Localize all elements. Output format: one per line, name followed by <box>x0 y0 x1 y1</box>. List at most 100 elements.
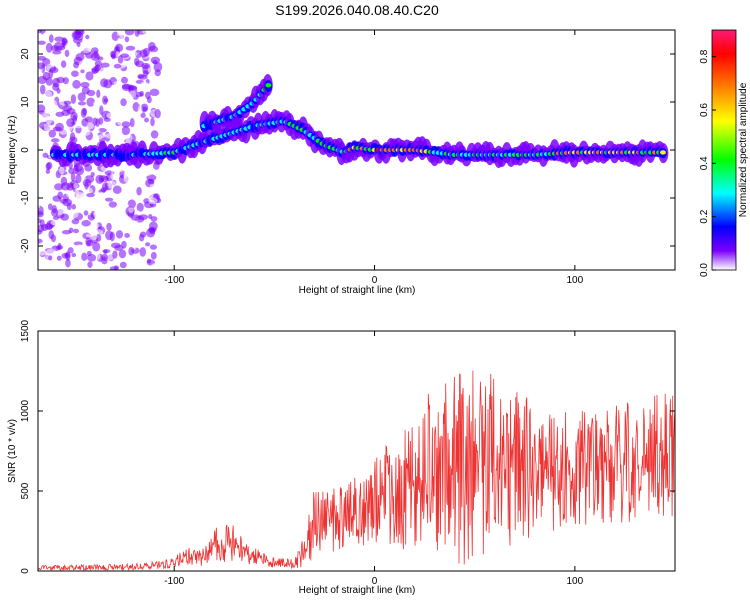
spectrogram-noise-blob <box>51 205 57 214</box>
spectrogram-noise-blob <box>97 263 107 270</box>
spectrogram-noise-blob <box>142 30 147 34</box>
spectrogram-speckle <box>622 173 627 181</box>
spectrogram-noise-blob <box>64 42 75 50</box>
spectrogram-noise-blob <box>100 133 107 138</box>
spectrogram-noise-blob <box>88 63 95 69</box>
spectrogram-noise-blob <box>77 248 86 254</box>
spectrogram-noise-blob <box>127 254 134 262</box>
snr-series-line <box>38 370 675 571</box>
spectrogram-speckle <box>323 187 330 193</box>
spectrogram-speckle <box>584 130 590 136</box>
figure-title: S199.2026.040.08.40.C20 <box>275 2 439 18</box>
spectrogram-noise-blob <box>38 181 42 192</box>
spectrogram-speckle <box>440 115 446 119</box>
spectrogram-noise-blob <box>111 131 118 141</box>
spectrogram-noise-blob <box>48 255 53 261</box>
spectrogram-speckle <box>457 109 464 116</box>
spectrogram-noise-blob <box>128 90 137 99</box>
spectrogram-speckle <box>256 147 261 152</box>
spectrogram-speckle <box>181 115 188 123</box>
spectrogram-noise-blob <box>145 242 151 247</box>
spectrogram-speckle <box>261 149 269 155</box>
spectrogram-noise-blob <box>150 216 158 222</box>
spectrogram-noise-blob <box>71 252 77 258</box>
spectrogram-y-tick-label: 0 <box>20 147 31 153</box>
spectrogram-noise-blob <box>90 171 95 178</box>
spectrogram-noise-blob <box>82 179 92 187</box>
spectrogram-speckle <box>325 106 329 111</box>
spectrogram-noise-blob <box>113 80 121 87</box>
spectrogram-noise-blob <box>42 32 50 39</box>
spectrogram-noise-blob <box>81 252 88 262</box>
spectrogram-noise-blob <box>125 45 136 51</box>
spectrogram-speckle <box>369 184 375 190</box>
spectrogram-noise-blob <box>50 138 60 143</box>
spectrogram-noise-blob <box>70 94 77 104</box>
colorbar-tick-label: 0.8 <box>699 49 710 63</box>
spectrogram-noise-blob <box>120 218 130 224</box>
spectrogram-speckle <box>588 121 593 126</box>
spectrogram-ridge-core <box>659 150 666 155</box>
snr-y-tick-label: 1500 <box>20 319 31 342</box>
spectrogram-speckle <box>553 124 561 132</box>
spectrogram-speckle <box>192 186 196 191</box>
spectrogram-noise-blob <box>61 109 71 116</box>
spectrogram-noise-blob <box>38 242 45 247</box>
spectrogram-speckle <box>223 180 229 187</box>
spectrogram-noise-blob <box>64 49 70 58</box>
spectrogram-speckle <box>414 185 419 193</box>
spectrogram-speckle <box>220 174 228 178</box>
spectrogram-speckle <box>565 123 571 130</box>
spectrogram-speckle <box>351 129 357 133</box>
spectrogram-noise-blob <box>71 218 80 225</box>
spectrogram-speckle <box>478 102 482 107</box>
spectrogram-speckle <box>478 176 482 182</box>
spectrogram-noise-blob <box>61 229 72 235</box>
spectrogram-noise-blob <box>58 166 65 175</box>
spectrogram-speckle <box>418 118 423 123</box>
spectrogram-noise-blob <box>110 172 115 180</box>
spectrogram-noise-blob <box>147 189 154 200</box>
spectrogram-noise-blob <box>78 139 86 147</box>
spectrogram-noise-blob <box>54 36 65 42</box>
spectrogram-noise-blob <box>154 109 161 119</box>
spectrogram-noise-blob <box>136 122 143 128</box>
spectrogram-speckle <box>159 103 165 108</box>
spectrogram-speckle <box>511 185 519 191</box>
snr-x-ticks: -100 0 100 <box>164 331 584 587</box>
spectrogram-noise-blob <box>81 118 89 127</box>
spectrogram-speckle <box>382 170 386 177</box>
spectrogram-noise-blob <box>133 112 138 121</box>
spectrogram-noise-blob <box>80 81 90 88</box>
spectrogram-speckle <box>524 172 531 178</box>
spectrogram-noise-blob <box>139 90 145 97</box>
spectrogram-noise-blob <box>106 222 112 231</box>
spectrogram-noise-blob <box>121 126 131 136</box>
spectrogram-noise-blob <box>146 258 152 264</box>
spectrogram-noise-blob <box>38 55 47 61</box>
spectrogram-noise-blob <box>85 71 94 81</box>
spectrogram-noise-blob <box>140 112 146 119</box>
spectrogram-noise-blob <box>94 64 101 72</box>
spectrogram-noise-blob <box>117 37 123 46</box>
spectrogram-noise-blob <box>117 55 124 64</box>
spectrogram-noise-blob <box>42 111 50 120</box>
spectrogram-noise-blob <box>86 239 94 247</box>
spectrogram-noise-blob <box>62 70 72 75</box>
spectrogram-noise-blob <box>61 37 67 46</box>
spectrogram-speckle <box>197 168 203 174</box>
spectrogram-speckle <box>243 146 250 152</box>
spectrogram-noise-blob <box>51 172 57 177</box>
spectrogram-speckle <box>293 151 300 156</box>
spectrogram-noise-blob <box>111 139 121 146</box>
spectrogram-noise-blob <box>128 185 137 193</box>
spectrogram-noise-blob <box>93 210 100 219</box>
spectrogram-speckle <box>642 169 646 177</box>
spectrogram-noise-blob <box>129 117 135 128</box>
spectrogram-speckle <box>655 173 660 179</box>
spectrogram-noise-blob <box>128 167 136 173</box>
spectrogram-speckle <box>564 201 570 207</box>
spectrogram-noise-blob <box>87 261 93 269</box>
spectrogram-y-tick-label: -20 <box>20 238 31 253</box>
